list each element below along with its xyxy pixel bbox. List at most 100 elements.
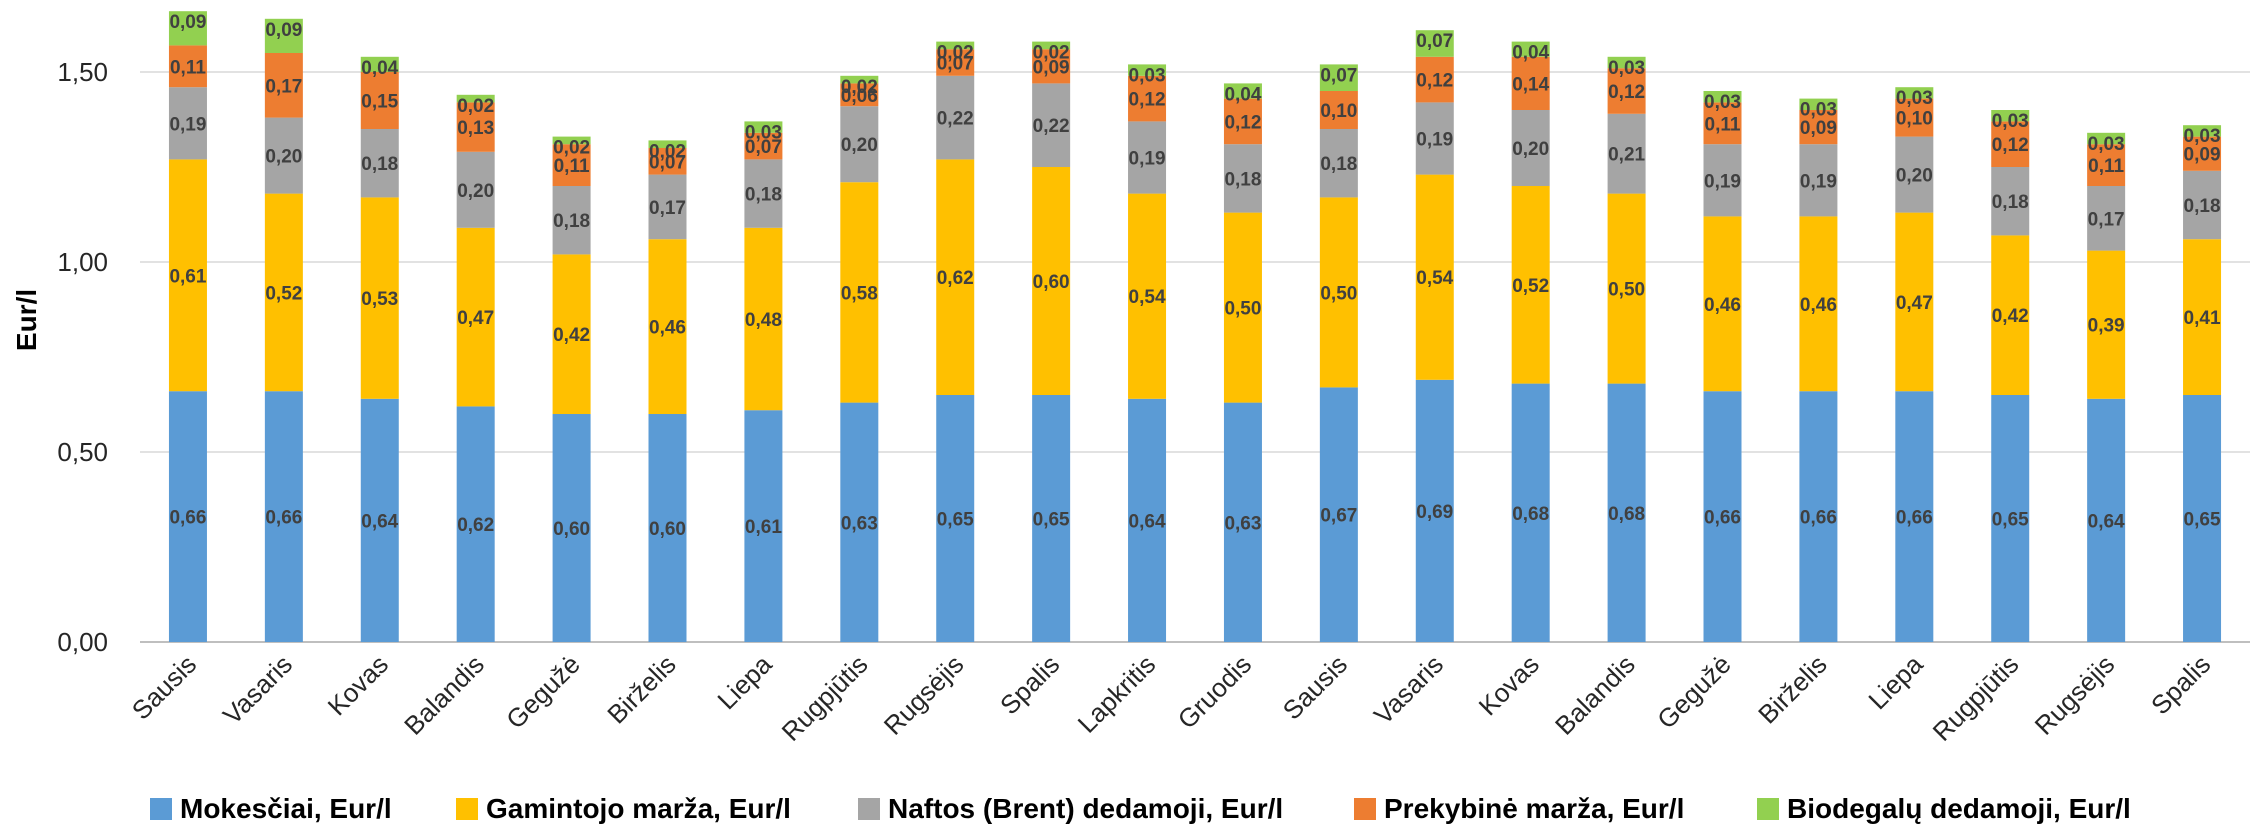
bar-segment [2087,398,2126,642]
bar-segment [1895,136,1934,213]
bar-segment [2087,144,2126,186]
bar-segment [264,53,303,118]
y-axis-label: Eur/l [11,289,42,351]
bar-segment [552,414,591,642]
data-label: 0,66 [169,508,206,529]
data-label: 0,18 [553,211,590,232]
data-label: 0,10 [1896,109,1933,130]
data-label: 0,12 [1992,135,2029,156]
data-label: 0,62 [457,515,494,536]
bar-segment [2183,170,2222,240]
y-tick-label: 0,50 [57,437,108,467]
bar-segment [1032,83,1071,167]
y-tick-label: 1,00 [57,247,108,277]
data-label: 0,68 [1608,504,1645,525]
bar-segment [1607,193,1646,384]
x-tick-label: Sausis [1277,649,1353,725]
data-label: 0,18 [1224,169,1261,190]
bar-segment [1511,110,1550,186]
data-label: 0,18 [745,185,782,206]
data-label: 0,53 [361,289,398,310]
data-label: 0,18 [2184,196,2221,217]
data-label: 0,03 [1608,58,1645,79]
bar-segment [648,414,687,642]
bar-segment [360,72,399,129]
data-labels: 0,66 0,61 0,19 0,11 0,09 0,66 0,52 0,20 0,17 0,09… [169,12,2221,540]
bar-segment [744,227,783,411]
bar-segment [648,174,687,240]
bar-segment [1032,395,1071,642]
data-label: 0,47 [1896,293,1933,314]
data-label: 0,09 [1033,57,1070,78]
bar-segment [1128,64,1167,76]
data-label: 0,04 [1512,43,1549,64]
data-label: 0,66 [1896,508,1933,529]
data-label: 0,18 [1992,192,2029,213]
data-label: 0,17 [2088,209,2125,230]
data-label: 0,19 [1416,130,1453,151]
data-label: 0,03 [2088,134,2125,155]
x-tick-label: Birželis [601,649,681,729]
data-label: 0,11 [554,156,590,177]
data-label: 0,68 [1512,504,1549,525]
bar-segment [552,136,591,145]
data-label: 0,19 [1129,149,1166,170]
bar-segment [1032,167,1071,395]
data-label: 0,03 [1704,92,1741,113]
legend-swatch [1354,798,1376,820]
bar-segment [168,87,207,160]
data-label: 0,03 [1896,88,1933,109]
bar-segment [2183,395,2222,642]
bar-segment [1415,30,1454,57]
bar-segment [168,11,207,46]
bar-segment [456,227,495,407]
bar-segment [1799,110,1838,145]
bar-segment [264,391,303,642]
data-label: 0,62 [937,268,974,289]
bar-segment [1607,383,1646,642]
data-label: 0,65 [2184,510,2221,531]
data-label: 0,20 [265,147,302,168]
bar-segment [648,140,687,148]
x-tick-label: Kovas [1473,649,1545,721]
bar-segment [1991,110,2030,122]
bar-segment [1128,398,1167,642]
legend-swatch [1757,798,1779,820]
bar-segment [1607,113,1646,194]
data-label: 0,11 [2088,156,2124,177]
bar-segment [1703,91,1742,103]
bar-segment [840,75,879,84]
bar-segment [2183,125,2222,137]
bar-segment [1511,56,1550,110]
data-label: 0,02 [457,96,494,117]
x-tick-label: Sausis [126,649,202,725]
bar-segment [360,129,399,198]
data-label: 0,02 [841,77,878,98]
x-tick-label: Balandis [1549,649,1641,741]
legend-swatch [150,798,172,820]
data-label: 0,58 [841,283,878,304]
data-label: 0,42 [553,325,590,346]
data-label: 0,17 [649,198,686,219]
data-label: 0,41 [2184,308,2221,329]
bar-segment [360,398,399,642]
y-tick-label: 1,50 [57,57,108,87]
data-label: 0,07 [1320,65,1357,86]
bar-segment [936,41,975,50]
bar-segment [936,159,975,395]
data-label: 0,02 [649,141,686,162]
bar-segment [1511,186,1550,384]
x-tick-label: Spalis [994,649,1065,720]
data-label: 0,65 [937,510,974,531]
bar-segment [744,410,783,642]
x-tick-label: Vasaris [1368,649,1449,730]
x-tick-label: Lapkritis [1072,649,1162,739]
bar-segment [1607,68,1646,114]
bar-segment [360,197,399,399]
data-label: 0,60 [1033,272,1070,293]
data-label: 0,52 [1512,276,1549,297]
data-label: 0,67 [1320,506,1357,527]
x-tick-label: Rugpjūtis [1927,649,2025,747]
data-label: 0,03 [1800,100,1837,121]
